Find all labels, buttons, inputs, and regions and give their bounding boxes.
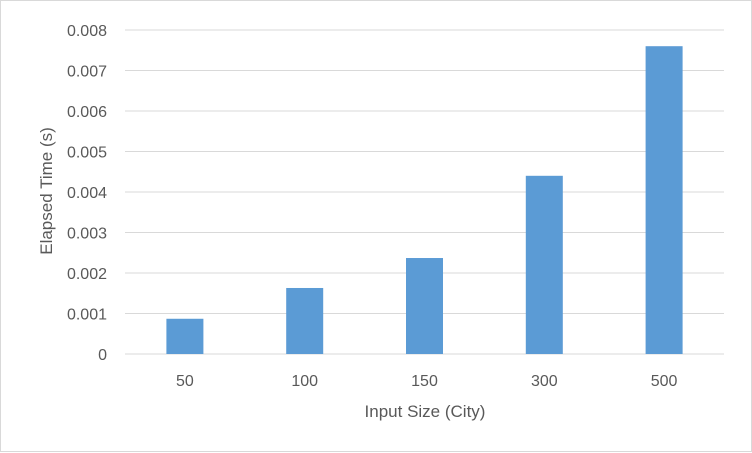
y-tick-label: 0.002 — [67, 266, 107, 283]
x-tick-label: 50 — [176, 373, 194, 390]
x-tick-label: 150 — [411, 373, 438, 390]
y-tick-label: 0 — [98, 347, 107, 364]
y-tick-label: 0.001 — [67, 307, 107, 324]
y-tick-label: 0.007 — [67, 64, 107, 81]
bars — [166, 46, 683, 354]
x-tick-label: 100 — [291, 373, 318, 390]
y-tick-label: 0.004 — [67, 185, 107, 202]
bar-100 — [286, 287, 324, 354]
x-axis-title: Input Size (City) — [365, 402, 486, 421]
y-axis-title: Elapsed Time (s) — [37, 127, 56, 255]
y-tick-label: 0.006 — [67, 104, 107, 121]
bar-50 — [166, 318, 204, 354]
y-tick-labels: 0 0.001 0.002 0.003 0.004 0.005 0.006 0.007 0.00… — [67, 23, 107, 364]
y-tick-label: 0.005 — [67, 145, 107, 162]
x-tick-label: 300 — [531, 373, 558, 390]
y-tick-label: 0.008 — [67, 23, 107, 40]
bar-300 — [525, 175, 563, 354]
x-tick-labels: 50 100 150 300 500 — [176, 373, 678, 390]
bar-150 — [406, 258, 443, 354]
x-tick-label: 500 — [651, 373, 678, 390]
y-tick-label: 0.003 — [67, 226, 107, 243]
gridlines — [125, 29, 724, 355]
bar-500 — [645, 46, 683, 354]
